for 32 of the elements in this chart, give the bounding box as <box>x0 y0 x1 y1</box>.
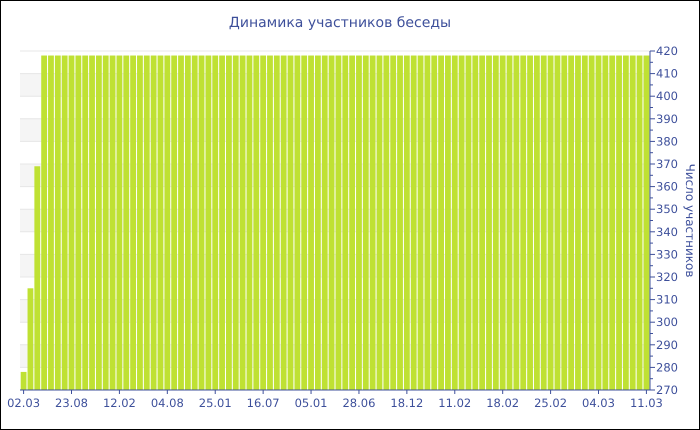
x-tick-label: 11.02 <box>438 396 472 410</box>
y-tick-label: 340 <box>656 224 678 239</box>
x-tick-label: 11.03 <box>630 396 663 410</box>
chart-title: Динамика участников беседы <box>228 15 452 31</box>
x-tick-label: 23.08 <box>55 396 88 410</box>
x-tick-label: 16.07 <box>246 396 280 410</box>
y-tick-label: 320 <box>656 270 678 284</box>
y-axis-title: Число участников <box>683 164 697 278</box>
y-tick-label: 380 <box>656 134 678 148</box>
x-tick-label: 04.08 <box>150 396 184 410</box>
y-tick-label: 280 <box>656 360 678 374</box>
x-tick-label: 02.03 <box>7 396 40 410</box>
y-tick-label: 370 <box>656 157 678 172</box>
x-tick-label: 04.03 <box>582 396 615 410</box>
x-tick-label: 05.01 <box>294 396 328 410</box>
x-tick-label: 12.02 <box>102 396 136 410</box>
y-tick-label: 330 <box>656 247 678 262</box>
x-tick-label: 28.06 <box>342 396 376 410</box>
y-tick-label: 360 <box>656 180 678 194</box>
y-tick-label: 390 <box>656 112 678 126</box>
x-tick-label: 25.02 <box>534 396 568 410</box>
x-tick-label: 18.02 <box>486 396 520 410</box>
y-tick-label: 350 <box>656 202 678 216</box>
y-tick-label: 310 <box>656 292 678 307</box>
y-tick-label: 300 <box>656 315 678 330</box>
y-tick-label: 290 <box>656 338 678 352</box>
y-tick-label: 420 <box>656 44 678 58</box>
y-tick-label: 400 <box>656 89 678 104</box>
x-tick-label: 25.01 <box>198 396 232 410</box>
y-tick-label: 410 <box>656 66 678 81</box>
y-tick-label: 270 <box>656 383 678 398</box>
x-tick-label: 18.12 <box>390 396 424 410</box>
